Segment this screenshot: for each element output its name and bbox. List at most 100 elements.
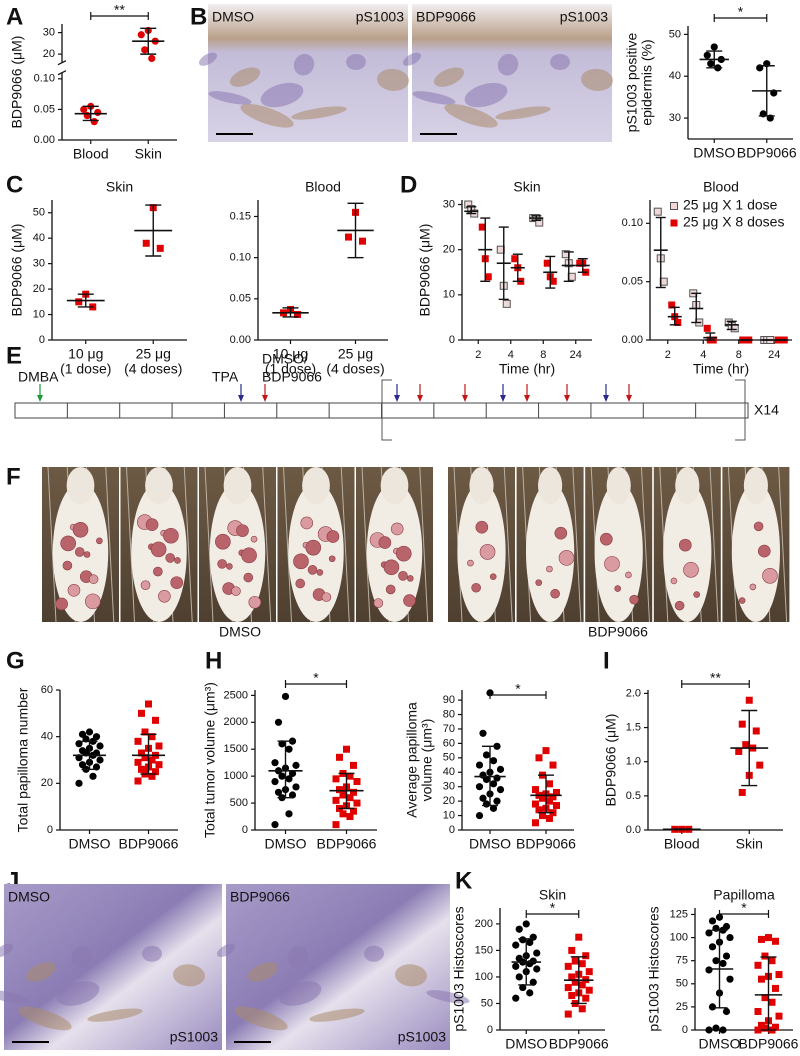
papilloma xyxy=(753,521,764,532)
y-tick-label: 0 xyxy=(682,1024,688,1036)
tissue-structure xyxy=(495,106,551,120)
x-tick-label: 2 xyxy=(475,349,481,361)
tissue-structure xyxy=(260,82,304,108)
y-tick-label: 2000 xyxy=(224,716,248,728)
axis-break xyxy=(57,60,67,66)
micrograph: BDP9066 pS1003 xyxy=(402,4,613,142)
arrow-head xyxy=(394,395,400,402)
x-tick-label: DMSO xyxy=(505,1036,547,1052)
cage-wire xyxy=(640,466,650,623)
panel-label: F xyxy=(6,463,21,490)
data-point xyxy=(568,992,576,1000)
papilloma xyxy=(248,595,262,609)
mouse-photo xyxy=(42,466,119,623)
y-tick-label: 50 xyxy=(33,207,45,219)
x-tick-label: 24 xyxy=(570,349,582,361)
data-point xyxy=(571,957,579,965)
data-point xyxy=(138,765,145,773)
data-point xyxy=(535,218,544,227)
cage-wire xyxy=(778,466,788,623)
data-point xyxy=(80,105,88,114)
y-tick-label: 30 xyxy=(443,198,455,210)
data-point xyxy=(568,946,576,954)
y-axis-label: pS1003 Histoscores xyxy=(646,906,662,1031)
data-point xyxy=(155,761,163,769)
x-tick-label: 2 xyxy=(665,349,671,361)
data-point xyxy=(768,957,776,965)
papilloma xyxy=(625,571,632,579)
data-point xyxy=(346,794,354,802)
papilloma xyxy=(471,582,481,593)
x-tick-label: 4 xyxy=(700,349,706,361)
mouse-head xyxy=(66,467,95,505)
data-point xyxy=(479,729,487,737)
cage-wire xyxy=(105,466,115,623)
tissue-structure xyxy=(208,91,252,105)
data-point xyxy=(712,957,720,965)
data-point xyxy=(343,745,350,753)
x-tick-label: DMSO xyxy=(265,836,307,852)
papilloma xyxy=(614,585,621,592)
data-point xyxy=(281,692,290,701)
chart-title: Skin xyxy=(539,887,566,903)
mouse-head xyxy=(302,467,330,505)
data-point xyxy=(772,937,779,945)
data-point xyxy=(141,754,149,762)
y-tick-label: 100 xyxy=(670,931,688,943)
data-point xyxy=(705,1026,713,1034)
data-point xyxy=(90,118,98,126)
papilloma xyxy=(693,591,700,598)
papilloma xyxy=(236,524,249,537)
data-point xyxy=(332,796,340,804)
y-tick-label: 30 xyxy=(669,112,681,124)
data-point xyxy=(482,751,491,759)
papilloma xyxy=(326,530,340,543)
panel-label: D xyxy=(400,171,417,198)
y-tick-label: 60 xyxy=(41,684,53,696)
data-point xyxy=(553,788,560,796)
data-point xyxy=(564,962,572,970)
data-point xyxy=(726,975,734,983)
data-point xyxy=(772,984,779,992)
data-point xyxy=(519,936,527,944)
data-point xyxy=(653,207,662,216)
x-tick-label: DMSO xyxy=(693,145,735,161)
data-point xyxy=(674,319,682,326)
micrograph: DMSO pS1003 xyxy=(0,884,222,1050)
papilloma xyxy=(305,539,322,556)
tissue-structure xyxy=(433,67,465,87)
timeline-label: DMBA xyxy=(18,369,59,385)
papilloma xyxy=(74,547,85,557)
y-axis-label: pS1003 Histoscores xyxy=(451,906,467,1031)
x-tick-label: Blood xyxy=(73,146,109,162)
data-point xyxy=(533,965,541,973)
data-point xyxy=(288,769,297,778)
data-point xyxy=(553,801,560,809)
data-point xyxy=(564,984,572,992)
chart-title: Blood xyxy=(305,179,341,195)
x-tick-label: 25 μg xyxy=(136,346,171,362)
papilloma xyxy=(550,588,560,599)
data-point xyxy=(703,51,711,59)
papilloma xyxy=(479,544,496,560)
papilloma xyxy=(96,537,103,545)
papilloma xyxy=(165,553,175,563)
y-tick-label: 0.05 xyxy=(622,276,643,288)
tissue-structure xyxy=(198,52,218,66)
x-tick-label: DMSO xyxy=(469,836,511,852)
x-tick-label: DMSO xyxy=(69,836,111,852)
y-tick-label: 0.15 xyxy=(230,210,251,222)
y-tick-label: 0.10 xyxy=(34,73,55,85)
y-tick-label: 40 xyxy=(443,766,455,778)
papilloma xyxy=(217,559,227,569)
cage-wire xyxy=(47,466,57,623)
data-point xyxy=(705,966,713,974)
tissue-structure xyxy=(0,943,14,958)
tissue-structure xyxy=(444,103,498,128)
data-point xyxy=(339,810,347,818)
y-tick-label: 0 xyxy=(47,824,53,836)
papilloma xyxy=(398,571,408,581)
stain-label: pS1003 xyxy=(356,9,404,25)
papilloma xyxy=(293,553,309,570)
data-point xyxy=(345,233,352,241)
